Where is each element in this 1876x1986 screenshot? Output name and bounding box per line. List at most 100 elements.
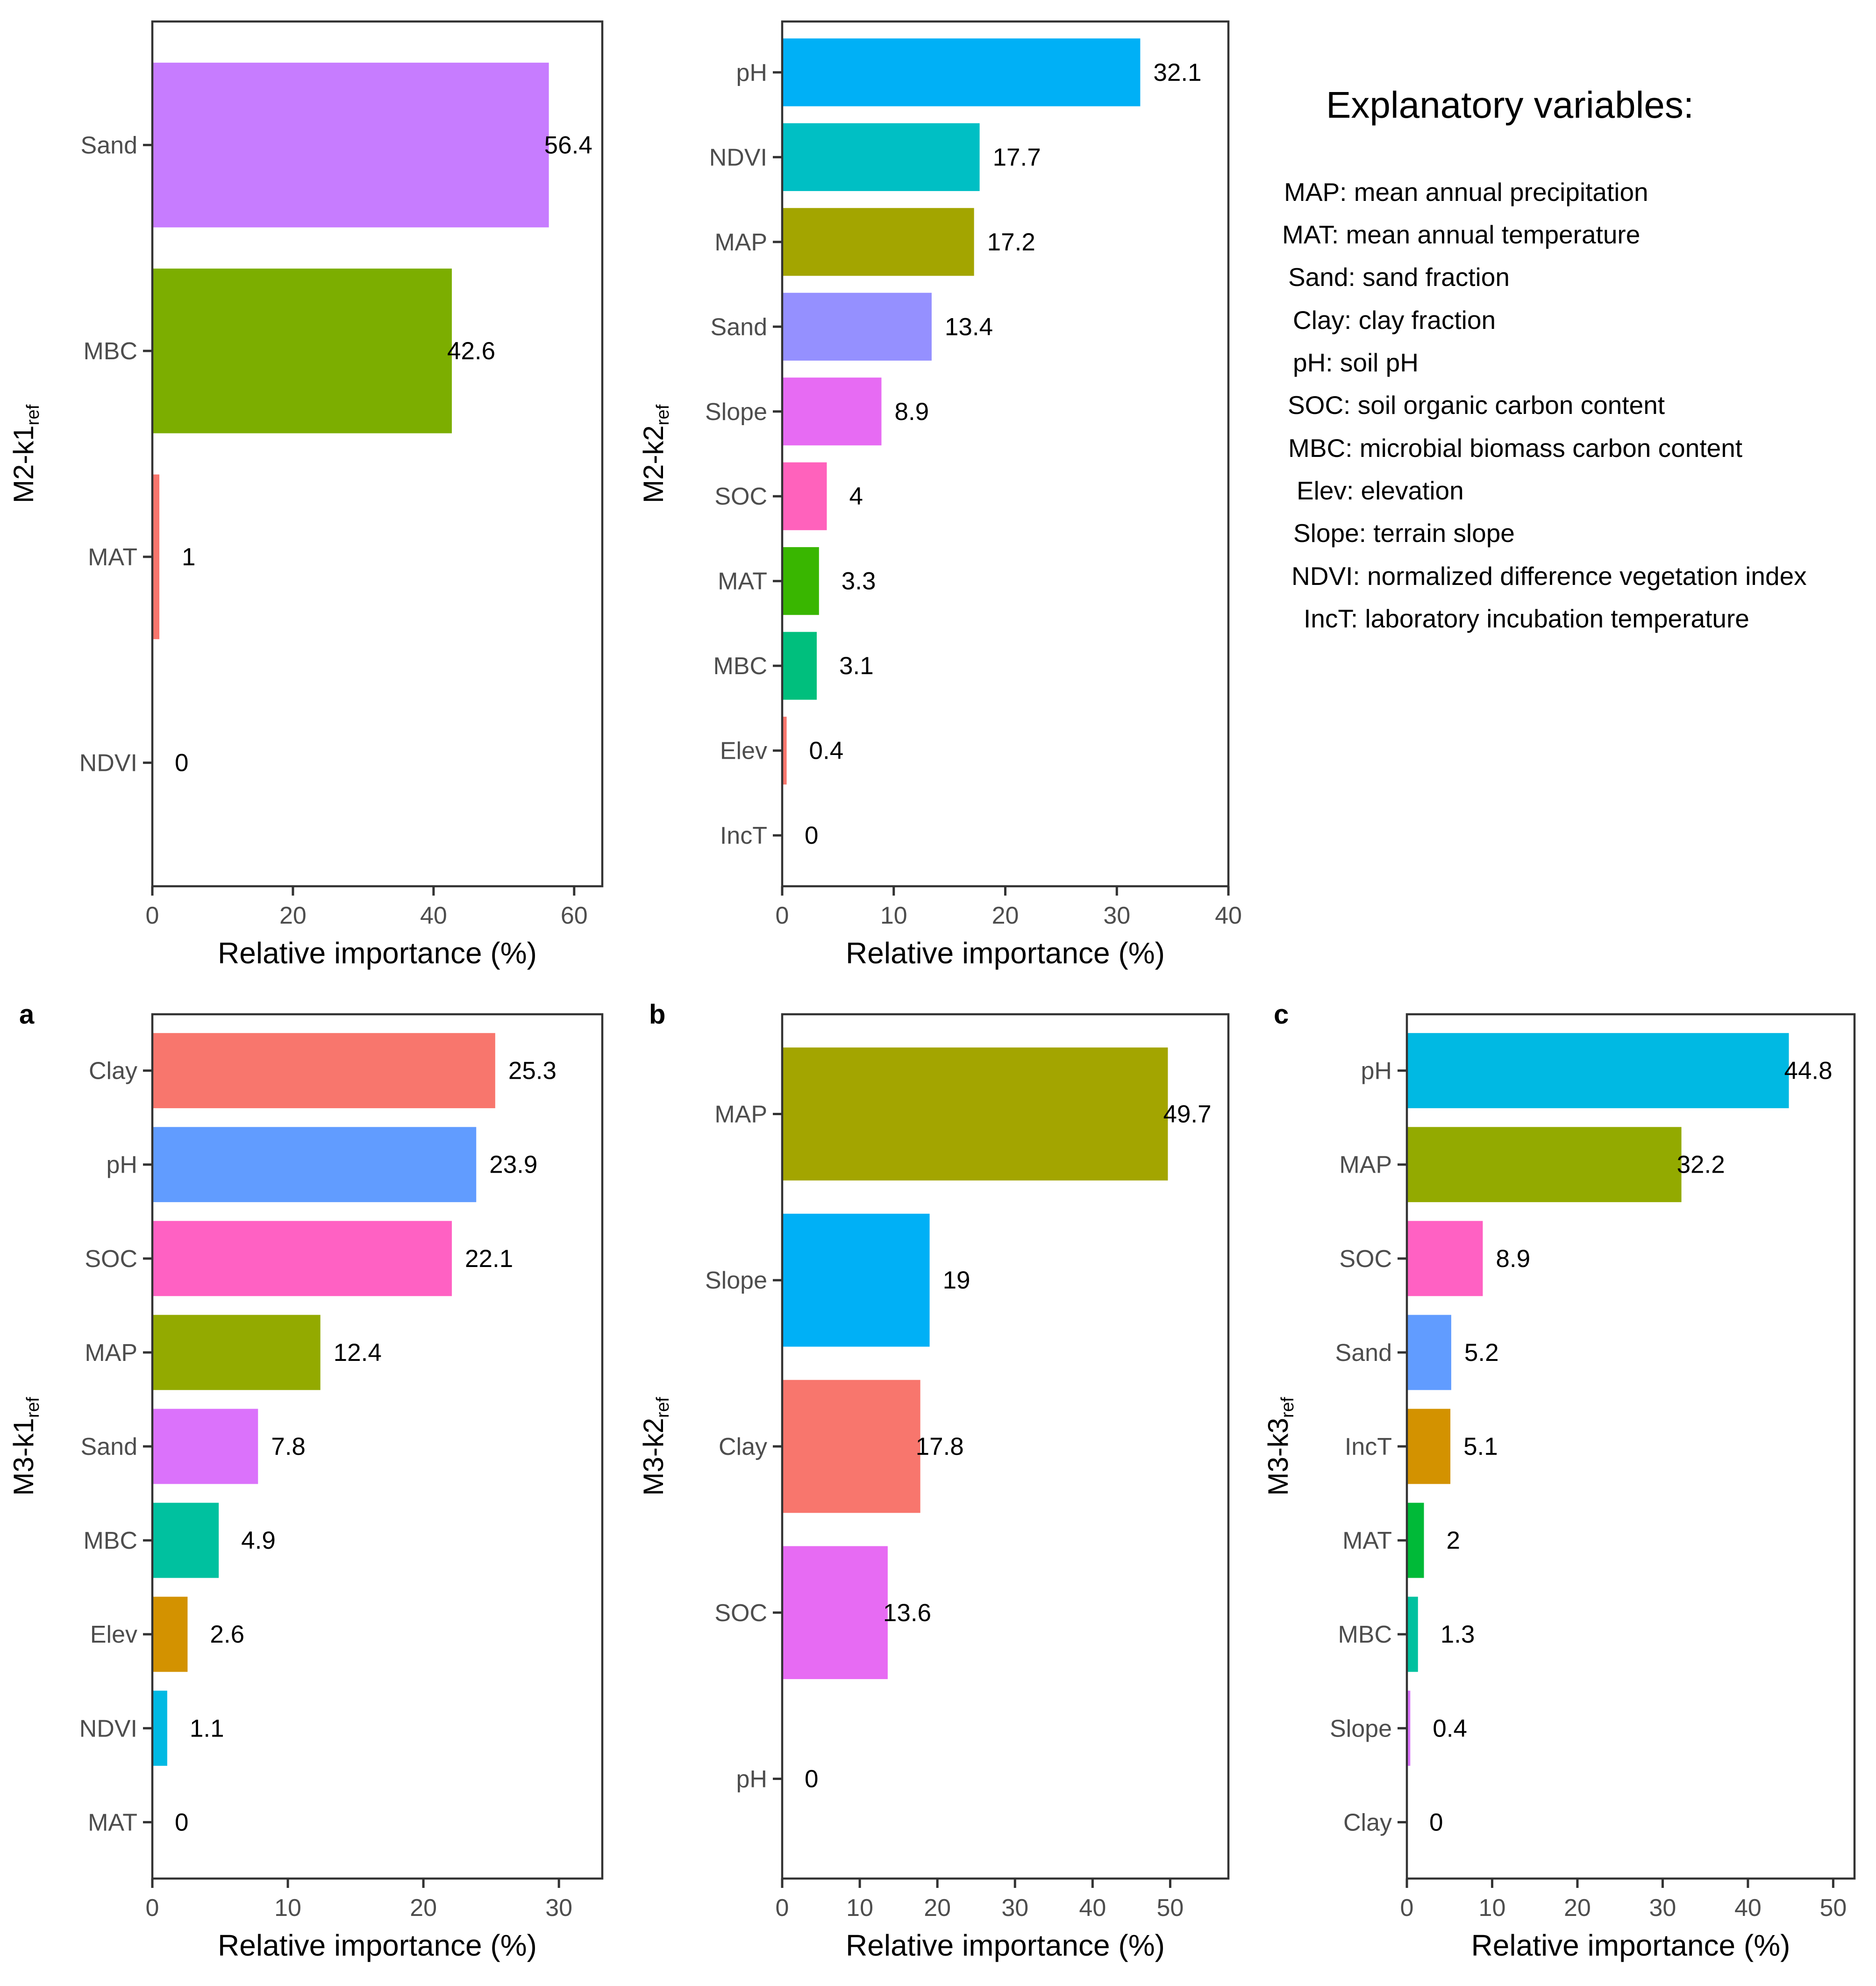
x-axis-title: Relative importance (%) (846, 936, 1165, 970)
bar-mat (152, 474, 160, 640)
bar-mbc (782, 632, 817, 700)
value-label: 0 (1429, 1808, 1443, 1836)
y-tick-label: MAP (714, 229, 767, 256)
value-label: 0 (805, 822, 818, 849)
bar-mat (782, 547, 819, 615)
y-tick-label: MAP (1339, 1152, 1392, 1179)
y-tick-label: Sand (81, 132, 137, 159)
bar-elev (782, 717, 787, 785)
legend-item: SOC: soil organic carbon content (1288, 391, 1665, 420)
legend-item: Clay: clay fraction (1293, 306, 1496, 335)
value-label: 2 (1446, 1527, 1460, 1554)
value-label: 32.1 (1153, 59, 1201, 86)
bar-slope (1407, 1690, 1411, 1766)
x-tick-label: 20 (924, 1894, 951, 1922)
y-tick-label: pH (107, 1152, 137, 1179)
value-label: 1.3 (1441, 1621, 1475, 1648)
value-label: 0 (175, 749, 188, 777)
explanatory-variables-legend: Explanatory variables: MAP: mean annual … (1282, 84, 1807, 633)
legend-item: NDVI: normalized difference vegetation i… (1291, 562, 1807, 591)
y-tick-label: pH (736, 59, 767, 86)
value-label: 8.9 (894, 398, 929, 426)
value-label: 2.6 (210, 1621, 244, 1648)
bar-soc (782, 1546, 888, 1680)
value-label: 13.4 (945, 313, 993, 341)
y-tick-label: Clay (1343, 1809, 1392, 1836)
y-tick-label: MBC (713, 653, 767, 680)
y-axis-title: M2-k2ref (638, 405, 673, 503)
panel-label: c (1274, 999, 1289, 1030)
value-label: 3.3 (842, 568, 876, 595)
bar-sand (152, 63, 549, 228)
value-label: 17.7 (993, 143, 1041, 171)
legend-item: MAP: mean annual precipitation (1284, 178, 1648, 206)
y-tick-label: NDVI (709, 144, 767, 171)
bar-ndvi (152, 1690, 167, 1766)
y-tick-label: Slope (705, 399, 767, 426)
bar-map (782, 208, 974, 276)
y-tick-label: MAT (1342, 1527, 1392, 1554)
x-tick-label: 0 (1400, 1894, 1414, 1922)
value-label: 25.3 (508, 1057, 556, 1085)
value-label: 17.2 (987, 228, 1035, 256)
bar-soc (1407, 1221, 1483, 1296)
x-tick-label: 30 (545, 1894, 572, 1922)
y-tick-label: Elev (90, 1621, 137, 1648)
x-tick-label: 10 (1479, 1894, 1506, 1922)
bar-soc (782, 462, 827, 530)
panel-label: a (19, 999, 35, 1030)
x-tick-label: 10 (274, 1894, 301, 1922)
bar-mat (1407, 1502, 1424, 1578)
x-tick-label: 50 (1157, 1894, 1184, 1922)
x-tick-label: 10 (880, 902, 907, 929)
value-label: 22.1 (465, 1245, 513, 1273)
x-tick-label: 0 (776, 1894, 789, 1922)
y-axis-title: M3-k1ref (8, 1397, 43, 1495)
y-tick-label: MAP (714, 1101, 767, 1128)
y-tick-label: pH (736, 1766, 767, 1793)
y-tick-label: Sand (81, 1433, 137, 1460)
bar-ndvi (782, 123, 980, 191)
x-tick-label: 40 (420, 902, 447, 929)
value-label: 0 (175, 1808, 188, 1836)
value-label: 4.9 (241, 1527, 276, 1554)
y-tick-label: Elev (720, 738, 767, 765)
bar-mbc (152, 1502, 219, 1578)
legend-item: MAT: mean annual temperature (1282, 220, 1640, 249)
panel-m2-k1: Sand MBC MAT NDVI 56.4 42.6 1 0 0 20 40 60 Relative … (8, 20, 604, 970)
x-tick-label: 60 (561, 902, 588, 929)
plot-frame (151, 20, 604, 888)
bar-slope (782, 1213, 930, 1347)
value-label: 32.2 (1677, 1151, 1725, 1179)
y-tick-label: MAP (85, 1339, 137, 1367)
y-tick-label: IncT (720, 822, 767, 849)
legend-item: Sand: sand fraction (1288, 263, 1510, 292)
y-tick-label: Clay (719, 1433, 767, 1460)
bar-ph (152, 1127, 477, 1203)
x-tick-label: 40 (1079, 1894, 1106, 1922)
bar-sand (782, 292, 932, 361)
bar-slope (782, 377, 882, 446)
bar-ph (1407, 1033, 1789, 1109)
y-tick-label: MAT (718, 568, 767, 595)
y-tick-label: Clay (89, 1058, 137, 1085)
value-label: 44.8 (1784, 1057, 1832, 1085)
y-tick-label: MBC (83, 338, 137, 365)
x-tick-label: 0 (146, 1894, 159, 1922)
x-tick-label: 0 (146, 902, 159, 929)
bar-ph (782, 38, 1141, 107)
value-label: 12.4 (334, 1339, 382, 1367)
value-label: 56.4 (544, 131, 592, 159)
y-axis-title: M3-k3ref (1263, 1397, 1298, 1495)
x-tick-label: 30 (1001, 1894, 1028, 1922)
value-label: 5.2 (1464, 1339, 1499, 1367)
y-tick-label: MAT (88, 1809, 137, 1836)
legend-item: MBC: microbial biomass carbon content (1288, 434, 1742, 463)
value-label: 1.1 (190, 1715, 224, 1742)
legend-item: Slope: terrain slope (1293, 519, 1515, 548)
y-tick-label: Sand (711, 313, 767, 341)
bar-map (1407, 1127, 1682, 1203)
legend-item: IncT: laboratory incubation temperature (1304, 604, 1749, 633)
x-axis-title: Relative importance (%) (1471, 1929, 1790, 1962)
